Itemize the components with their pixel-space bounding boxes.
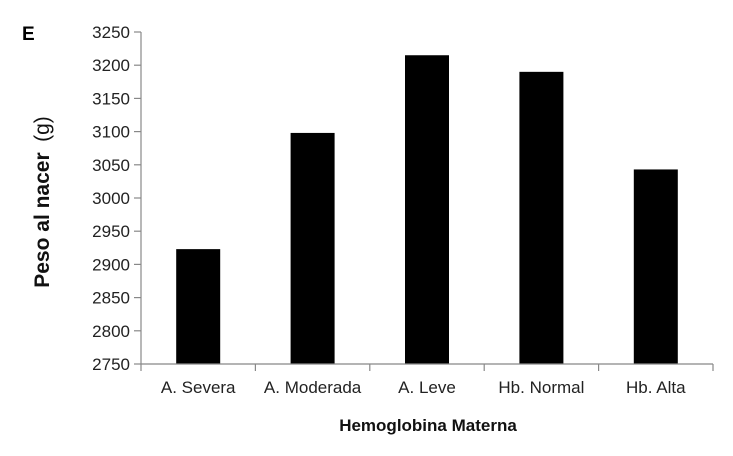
y-tick-label: 2750 — [92, 355, 130, 374]
y-axis-label: Peso al nacer — [31, 152, 54, 287]
y-tick-label: 3000 — [92, 189, 130, 208]
x-tick-label: A. Severa — [161, 378, 236, 397]
y-tick-label: 2800 — [92, 322, 130, 341]
x-tick-label: A. Moderada — [264, 378, 362, 397]
bar — [290, 132, 335, 364]
y-tick-label: 3150 — [92, 89, 130, 108]
x-tick-label: Hb. Alta — [626, 378, 686, 397]
bar — [405, 55, 449, 365]
y-axis-unit: (g) — [31, 116, 54, 142]
x-axis: A. Severa A. Moderada A. Leve Hb. Normal Hb.… — [140, 363, 714, 397]
y-axis: 2750 2800 2850 2900 2950 3000 3050 3100 3150 3200… — [92, 23, 142, 374]
bar — [633, 169, 678, 364]
y-tick-label: 3100 — [92, 123, 130, 142]
y-tick-label: 2900 — [92, 255, 130, 274]
y-tick-label: 3050 — [92, 156, 130, 175]
x-axis-label: Hemoglobina Materna — [339, 416, 517, 435]
x-tick-label: Hb. Normal — [498, 378, 584, 397]
y-axis-title: Peso al nacer (g) — [31, 116, 54, 288]
bar — [176, 249, 221, 364]
svg-text:Peso al nacer (g): Peso al nacer (g) — [31, 116, 54, 288]
bar — [519, 71, 564, 364]
bars — [176, 55, 678, 365]
y-tick-label: 2850 — [92, 289, 130, 308]
x-tick-label: A. Leve — [398, 378, 456, 397]
y-tick-label: 2950 — [92, 222, 130, 241]
y-tick-label: 3250 — [92, 23, 130, 42]
panel-label: E — [22, 24, 35, 45]
y-tick-label: 3200 — [92, 56, 130, 75]
